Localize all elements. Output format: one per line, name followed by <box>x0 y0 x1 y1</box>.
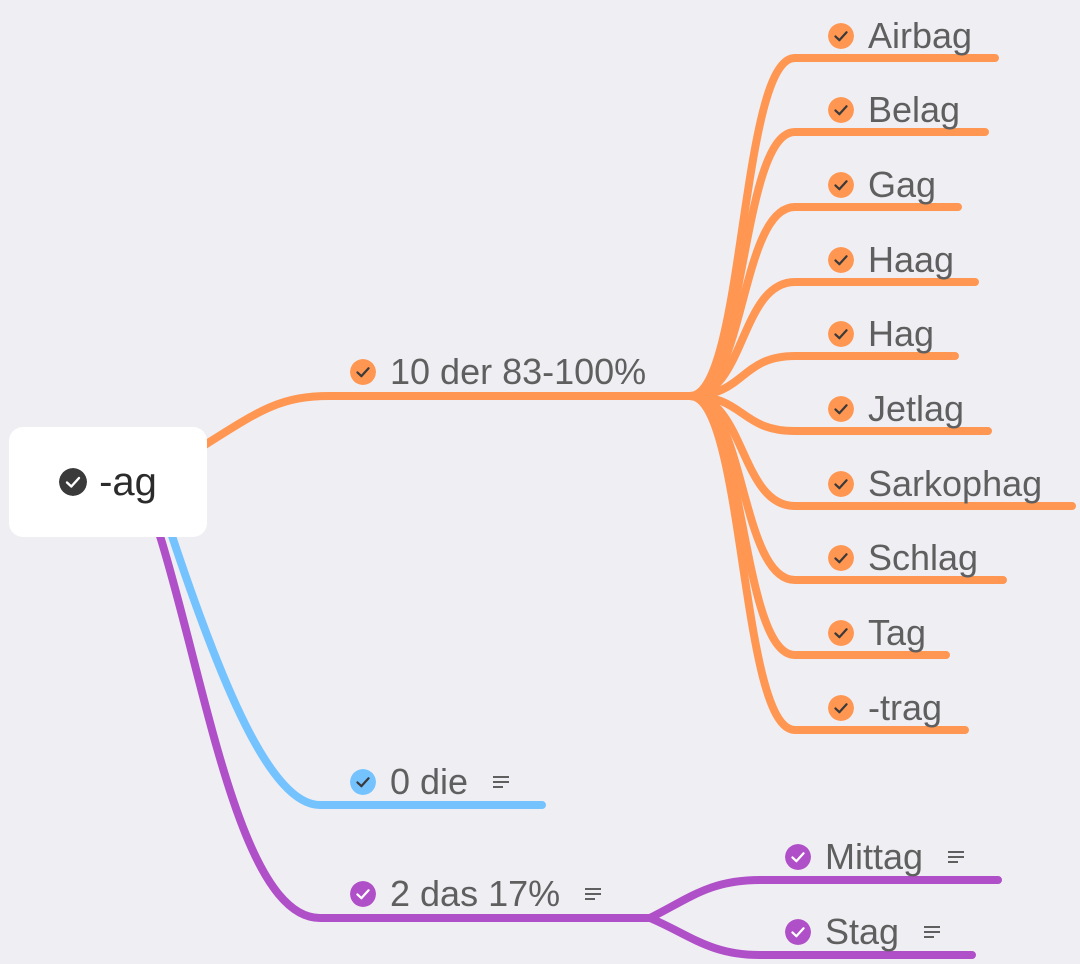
leaf-label: Stag <box>825 911 900 952</box>
check-circle-icon <box>350 881 376 907</box>
branch-node-blue[interactable]: 0 die <box>350 764 510 800</box>
leaf-node[interactable]: Haag <box>828 242 954 278</box>
root-node[interactable]: -ag <box>9 427 207 537</box>
note-lines-icon[interactable] <box>923 925 941 939</box>
check-circle-icon <box>828 247 854 273</box>
check-circle-icon <box>828 620 854 646</box>
connector-root-to-purple <box>156 532 654 922</box>
leaf-node-stag[interactable]: Stag <box>785 914 941 950</box>
leaf-label: Schlag <box>868 537 979 578</box>
leaf-node[interactable]: Gag <box>828 167 936 203</box>
check-circle-icon <box>828 172 854 198</box>
leaf-label: Belag <box>868 89 961 130</box>
connector-root-to-orange <box>196 392 694 452</box>
connector-purple-to-mittag <box>646 876 1002 922</box>
leaf-label: -trag <box>868 687 943 728</box>
note-lines-icon[interactable] <box>584 887 602 901</box>
check-circle-icon <box>828 471 854 497</box>
leaf-label: Haag <box>868 239 955 280</box>
leaf-label: Airbag <box>868 15 973 56</box>
leaf-node[interactable]: Hag <box>828 316 934 352</box>
branch-node-orange[interactable]: 10 der 83-100% <box>350 354 646 390</box>
branch-label-blue: 0 die <box>390 761 469 802</box>
connector-orange-leaf <box>686 392 969 734</box>
leaf-label: Jetlag <box>868 388 965 429</box>
leaf-label: Mittag <box>825 836 924 877</box>
leaf-label: Sarkophag <box>868 463 1043 504</box>
check-circle-icon <box>785 844 811 870</box>
check-circle-icon <box>828 695 854 721</box>
check-circle-icon <box>828 321 854 347</box>
branch-label-orange: 10 der 83-100% <box>390 351 647 392</box>
check-circle-icon <box>350 769 376 795</box>
leaf-node-mittag[interactable]: Mittag <box>785 839 965 875</box>
connector-root-to-blue <box>168 532 546 809</box>
leaf-node[interactable]: Belag <box>828 92 960 128</box>
note-lines-icon[interactable] <box>492 775 510 789</box>
check-circle-icon <box>785 919 811 945</box>
leaf-label: Hag <box>868 313 935 354</box>
leaf-node[interactable]: -trag <box>828 690 942 726</box>
leaf-node[interactable]: Schlag <box>828 540 978 576</box>
connector-purple-to-stag <box>646 914 976 959</box>
leaf-node[interactable]: Airbag <box>828 18 972 54</box>
leaf-label: Tag <box>868 612 927 653</box>
leaf-node[interactable]: Tag <box>828 615 926 651</box>
check-circle-icon <box>828 396 854 422</box>
check-circle-icon <box>59 468 88 496</box>
note-lines-icon[interactable] <box>947 850 965 864</box>
branch-label-purple: 2 das 17% <box>390 873 561 914</box>
leaf-node[interactable]: Sarkophag <box>828 466 1042 502</box>
check-circle-icon <box>828 23 854 49</box>
check-circle-icon <box>828 97 854 123</box>
leaf-node[interactable]: Jetlag <box>828 391 964 427</box>
leaf-label: Gag <box>868 164 937 205</box>
check-circle-icon <box>828 545 854 571</box>
check-circle-icon <box>350 359 376 385</box>
branch-node-purple[interactable]: 2 das 17% <box>350 876 602 912</box>
root-label: -ag <box>99 459 157 504</box>
